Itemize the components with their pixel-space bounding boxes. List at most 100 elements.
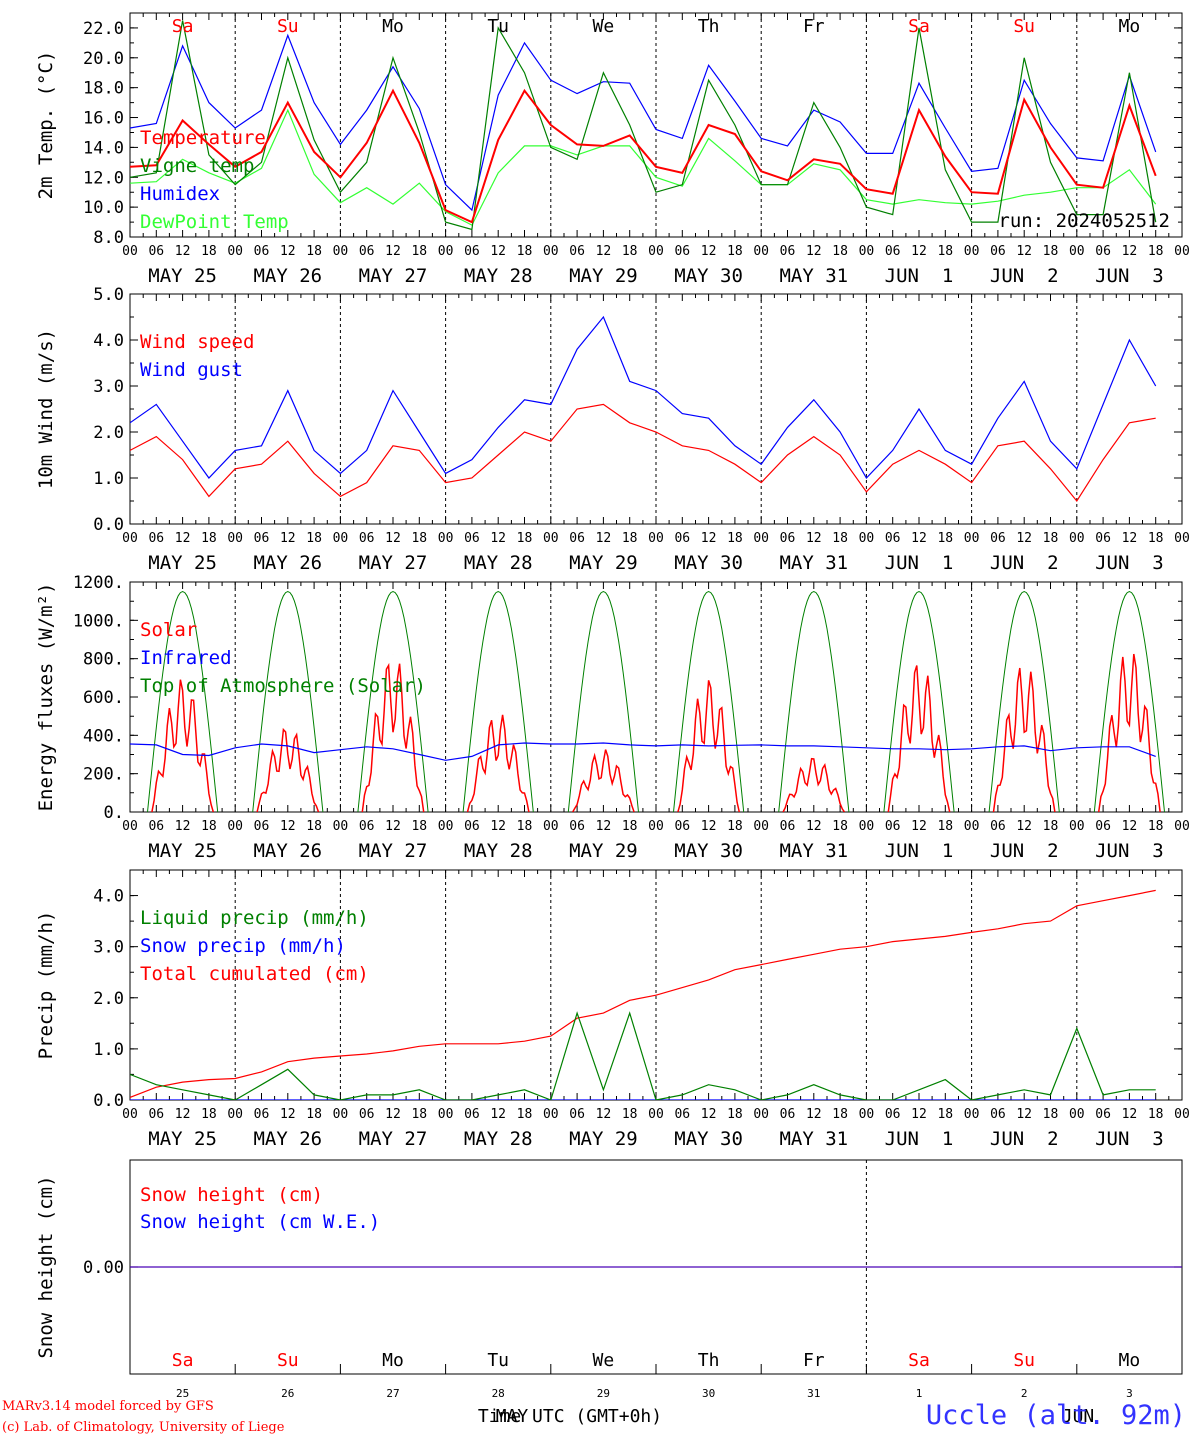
y-tick-label: 400. — [83, 726, 124, 746]
hour-tick-label: 00 — [333, 531, 349, 546]
hour-tick-label: 12 — [701, 819, 717, 834]
hour-tick-label: 00 — [1069, 1107, 1085, 1122]
legend-entry: Vigne temp — [140, 155, 254, 177]
hour-tick-label: 00 — [753, 1107, 769, 1122]
weekday-label: Su — [1013, 1350, 1035, 1371]
legend-entry: Temperature — [140, 127, 266, 149]
date-label: MAY 29 — [569, 840, 638, 862]
date-label: JUN 1 — [885, 552, 954, 574]
hour-tick-label: 06 — [780, 1107, 796, 1122]
hour-tick-label: 00 — [648, 819, 664, 834]
weekday-label: Fr — [803, 1350, 825, 1371]
hour-tick-label: 00 — [438, 531, 454, 546]
legend-entry: Snow height (cm) — [140, 1184, 323, 1206]
hour-tick-label: 12 — [175, 244, 191, 259]
date-label: MAY 27 — [359, 1128, 428, 1150]
x-minor-ticks — [129, 294, 1183, 524]
hour-tick-label: 06 — [885, 819, 901, 834]
date-label: MAY 25 — [148, 1128, 217, 1150]
plot-frame — [129, 12, 1183, 238]
date-label: JUN 3 — [1095, 1128, 1164, 1150]
weekday-label: Su — [1013, 16, 1035, 37]
y-tick-label: 10.0 — [83, 198, 124, 218]
hour-tick-label: 00 — [1174, 819, 1190, 834]
legend-entry: Liquid precip (mm/h) — [140, 907, 369, 929]
y-tick-label: 22.0 — [83, 19, 124, 39]
hour-tick-label: 12 — [385, 244, 401, 259]
y-tick-label: 600. — [83, 688, 124, 708]
hour-tick-label: 18 — [201, 1107, 217, 1122]
day-number-label: 26 — [281, 1387, 294, 1400]
hour-tick-label: 00 — [227, 531, 243, 546]
day-number-label: 27 — [386, 1387, 399, 1400]
date-label: MAY 25 — [148, 552, 217, 574]
hour-tick-label: 00 — [543, 1107, 559, 1122]
hour-tick-label: 18 — [1043, 244, 1059, 259]
hour-tick-label: 12 — [1122, 244, 1138, 259]
date-label: MAY 31 — [779, 840, 848, 862]
hour-tick-label: 00 — [648, 531, 664, 546]
run-annotation: run: 2024052512 — [998, 210, 1170, 232]
weekday-label: Sa — [172, 1350, 194, 1371]
hour-tick-label: 12 — [280, 819, 296, 834]
legend-entry: Snow precip (mm/h) — [140, 935, 346, 957]
hour-tick-label: 12 — [806, 531, 822, 546]
date-label: MAY 26 — [253, 840, 322, 862]
date-label: MAY 28 — [464, 1128, 533, 1150]
hour-tick-label: 06 — [464, 531, 480, 546]
hour-tick-label: 18 — [727, 1107, 743, 1122]
y-tick-label: 14.0 — [83, 138, 124, 158]
hour-tick-label: 06 — [569, 531, 585, 546]
y-tick-label: 5.0 — [93, 285, 124, 305]
hour-tick-label: 12 — [1122, 819, 1138, 834]
date-label: MAY 26 — [253, 1128, 322, 1150]
hour-tick-label: 00 — [753, 531, 769, 546]
y-tick-label: 1.0 — [93, 1040, 124, 1060]
y-tick-label: 3.0 — [93, 938, 124, 958]
hour-tick-label: 12 — [175, 1107, 191, 1122]
total-cumulated-cm-line — [130, 889, 1156, 1098]
day-number-label: 30 — [702, 1387, 715, 1400]
y-tick-label: 0.0 — [93, 515, 124, 535]
date-label: JUN 2 — [990, 265, 1059, 287]
hour-tick-label: 00 — [543, 531, 559, 546]
day-number-label: 29 — [597, 1387, 610, 1400]
hour-tick-label: 18 — [622, 244, 638, 259]
y-tick-label: 12.0 — [83, 168, 124, 188]
y-tick-label: 2.0 — [93, 423, 124, 443]
hour-tick-label: 18 — [622, 1107, 638, 1122]
hour-tick-label: 06 — [1095, 244, 1111, 259]
hour-tick-label: 06 — [885, 1107, 901, 1122]
date-label: MAY 28 — [464, 265, 533, 287]
hour-tick-label: 06 — [254, 819, 270, 834]
hour-tick-label: 06 — [1095, 1107, 1111, 1122]
y-axis-label: Snow height (cm) — [35, 1175, 57, 1358]
y-tick-label: 200. — [83, 765, 124, 785]
hour-tick-label: 06 — [464, 1107, 480, 1122]
legend-entry: DewPoint Temp — [140, 211, 289, 233]
date-label: MAY 30 — [674, 840, 743, 862]
date-label: MAY 30 — [674, 1128, 743, 1150]
hour-tick-label: 18 — [517, 1107, 533, 1122]
weekday-label: Tu — [487, 16, 509, 37]
hour-tick-label: 12 — [385, 531, 401, 546]
hour-tick-label: 12 — [806, 1107, 822, 1122]
hour-tick-label: 18 — [1043, 1107, 1059, 1122]
hour-tick-label: 18 — [1148, 1107, 1164, 1122]
weekday-label: Th — [698, 1350, 720, 1371]
weekday-label: Fr — [803, 16, 825, 37]
hour-tick-label: 12 — [701, 1107, 717, 1122]
hour-tick-label: 00 — [859, 531, 875, 546]
hour-tick-label: 06 — [254, 531, 270, 546]
hour-tick-label: 18 — [201, 531, 217, 546]
date-label: MAY 27 — [359, 840, 428, 862]
hour-tick-label: 18 — [1148, 531, 1164, 546]
date-label: MAY 28 — [464, 552, 533, 574]
hour-tick-label: 00 — [227, 1107, 243, 1122]
hour-tick-label: 06 — [674, 531, 690, 546]
dewpoint-templine — [130, 108, 1157, 226]
date-label: JUN 1 — [885, 265, 954, 287]
hour-tick-label: 18 — [1043, 531, 1059, 546]
hour-tick-label: 00 — [333, 819, 349, 834]
